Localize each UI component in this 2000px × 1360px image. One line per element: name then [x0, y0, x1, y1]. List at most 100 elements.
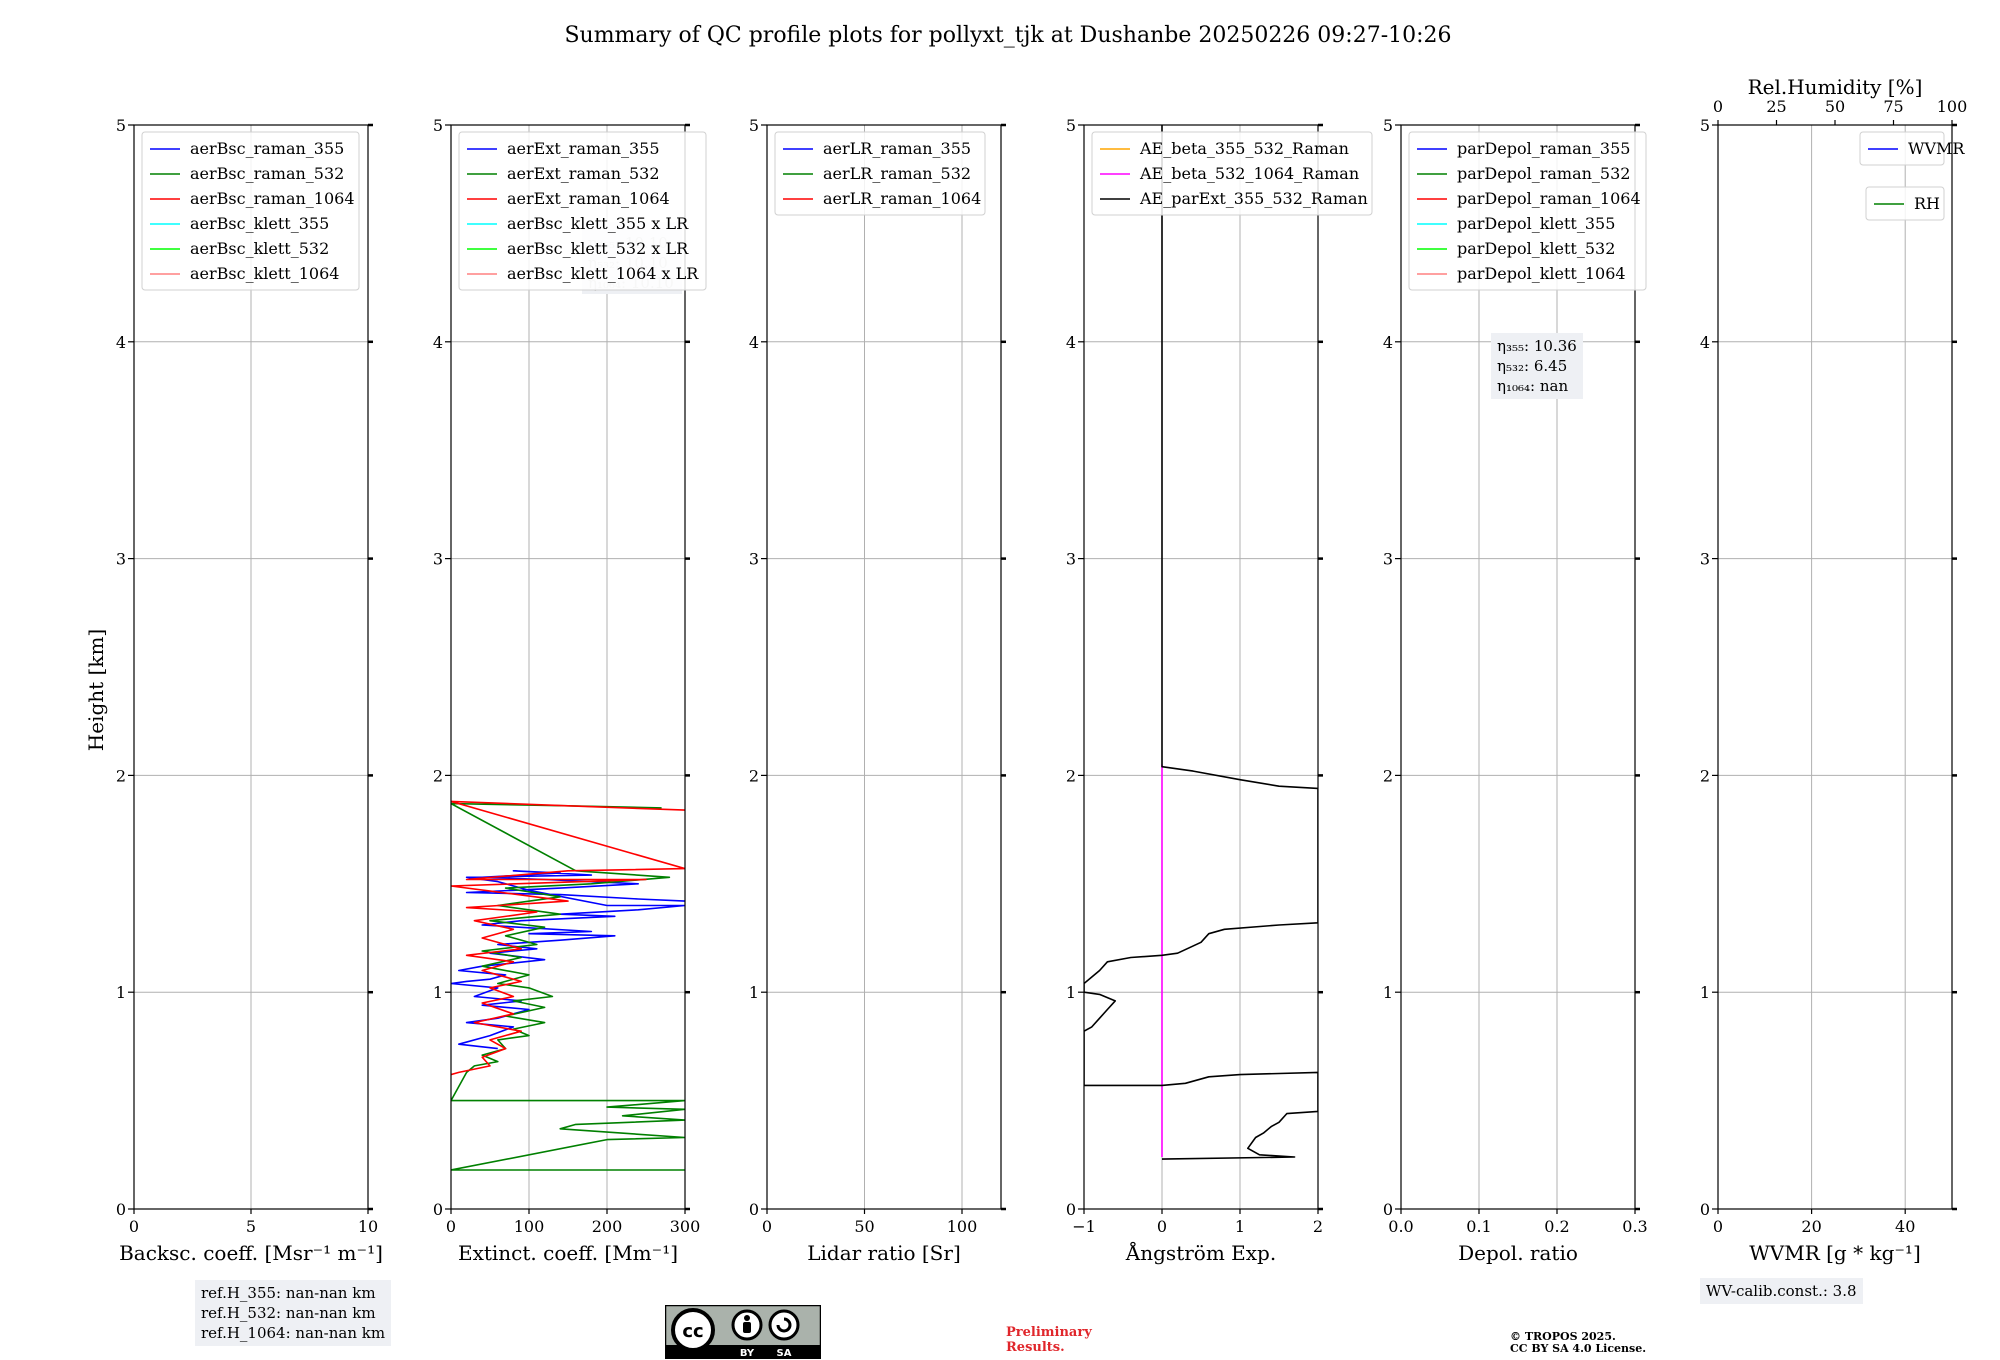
panel-bsc: 0 1 2 3 4 5 0 5 10 Backsc. coeff. [Msr⁻¹ m⁻¹] aerB…: [116, 116, 383, 1265]
axes-frame: [450, 124, 686, 1210]
y-tick-label: 0: [1383, 1200, 1393, 1219]
y-tick-label: 1: [749, 983, 759, 1002]
legend: WVMR: [1859, 131, 1965, 166]
y-tick-label: 3: [1700, 550, 1710, 569]
legend-entry: parDepol_raman_532: [1457, 164, 1630, 183]
eta-532: η₅₃₂: 6.45: [1497, 357, 1568, 375]
y-tick-label: 1: [116, 983, 126, 1002]
series-AE_parExt_355_532_Raman: [1084, 125, 1318, 1160]
axes-frame: [1400, 124, 1636, 1210]
legend-entry: AE_beta_355_532_Raman: [1139, 139, 1349, 158]
y-tick-label: 5: [116, 116, 126, 135]
legend-entry: aerLR_raman_355: [823, 139, 971, 158]
cc-logo-icon: [671, 1308, 715, 1352]
x-tick-label: 50: [854, 1217, 874, 1236]
y-tick-label: 4: [1066, 333, 1076, 352]
legend: aerExt_raman_355 aerExt_raman_532 aerExt_r…: [458, 131, 707, 291]
person-head-icon: [744, 1315, 750, 1321]
y-tick-label: 3: [1066, 550, 1076, 569]
copyright-line-1: © TROPOS 2025.: [1510, 1330, 1616, 1343]
y-tick-label: 5: [433, 116, 443, 135]
y-tick-label: 3: [1383, 550, 1393, 569]
x-tick-label: 0.1: [1466, 1217, 1491, 1236]
axes-frame: [1717, 124, 1953, 1210]
badge-by-text: BY: [740, 1348, 755, 1359]
x-tick-label: 100: [514, 1217, 545, 1236]
y-tick-label: 3: [433, 550, 443, 569]
cc-logo-text: cc: [682, 1321, 703, 1342]
y-tick-label: 2: [749, 766, 759, 785]
y-tick-label: 0: [1066, 1200, 1076, 1219]
eta-355: η₃₅₅: 10.36: [1497, 337, 1577, 355]
legend-entry: aerExt_raman_355: [507, 139, 660, 158]
y-tick-label: 2: [1066, 766, 1076, 785]
legend-entry: parDepol_klett_1064: [1457, 264, 1626, 283]
legend-entry: aerBsc_klett_1064: [190, 264, 339, 283]
y-tick-label: 2: [433, 766, 443, 785]
person-body-icon: [743, 1322, 751, 1333]
legend-entry: aerLR_raman_532: [823, 164, 971, 183]
y-tick-label: 5: [1066, 116, 1076, 135]
legend-entry: aerExt_raman_1064: [507, 189, 670, 208]
y-tick-label: 0: [116, 1200, 126, 1219]
wv-calibration-box: WV-calib.const.: 3.8: [1700, 1278, 1863, 1304]
x-tick-label: 0: [129, 1217, 139, 1236]
x-tick-label: 10: [358, 1217, 378, 1236]
legend-entry: AE_parExt_355_532_Raman: [1139, 189, 1368, 208]
cc-by-sa-badge: cc BY SA: [665, 1305, 821, 1359]
x-tick-label: 0: [762, 1217, 772, 1236]
legend-entry: AE_beta_532_1064_Raman: [1139, 164, 1359, 183]
y-tick-label: 2: [116, 766, 126, 785]
x-axis-label: WVMR [g * kg⁻¹]: [1749, 1241, 1921, 1265]
y-tick-label: 4: [433, 333, 443, 352]
x-tick-label: 0.3: [1622, 1217, 1647, 1236]
x-tick-label: 40: [1895, 1217, 1915, 1236]
top-x-axis-label: Rel.Humidity [%]: [1748, 75, 1923, 99]
copyright-line-2: CC BY SA 4.0 License.: [1510, 1342, 1647, 1355]
x-tick-label: 2: [1313, 1217, 1323, 1236]
reference-height-box: ref.H_355: nan-nan km ref.H_532: nan-nan…: [195, 1280, 392, 1346]
x-tick-label: 300: [670, 1217, 701, 1236]
y-tick-label: 5: [1700, 116, 1710, 135]
badge-sa-text: SA: [777, 1348, 792, 1359]
legend-box: [1859, 131, 1945, 166]
eta-1064: η₁₀₆₄: nan: [1497, 377, 1569, 395]
legend-entry: parDepol_klett_532: [1457, 239, 1615, 258]
series-aerExt_raman_1064: [451, 800, 685, 1076]
x-axis-label: Ångström Exp.: [1125, 1240, 1276, 1265]
y-tick-label: 0: [1700, 1200, 1710, 1219]
ref-h-355: ref.H_355: nan-nan km: [201, 1284, 376, 1302]
legend-entry: aerBsc_klett_355 x LR: [507, 214, 689, 233]
legend-entry: aerBsc_klett_532: [190, 239, 329, 258]
y-tick-label: 4: [116, 333, 126, 352]
x-axis-label: Backsc. coeff. [Msr⁻¹ m⁻¹]: [119, 1241, 383, 1265]
y-tick-label: 0: [749, 1200, 759, 1219]
legend-entry: aerLR_raman_1064: [823, 189, 981, 208]
preliminary-line-1: Preliminary: [1006, 1325, 1092, 1340]
legend: RH: [1865, 186, 1945, 221]
x-axis-label: Depol. ratio: [1458, 1241, 1578, 1265]
legend-entry: aerExt_raman_532: [507, 164, 660, 183]
legend: AE_beta_355_532_Raman AE_beta_532_1064_Ra…: [1091, 131, 1373, 216]
legend-entry: WVMR: [1908, 139, 1965, 158]
panel-depol: 0 1 2 3 4 5 0.0 0.1 0.2 0.3 Depol. ratio parDepol_r…: [1383, 116, 1648, 1265]
legend-box: [1091, 131, 1373, 216]
axes-frame: [1083, 124, 1319, 1210]
legend-entry: aerBsc_klett_355: [190, 214, 329, 233]
x-tick-label: 0.2: [1544, 1217, 1569, 1236]
preliminary-line-2: Results.: [1006, 1340, 1065, 1355]
y-tick-label: 1: [1383, 983, 1393, 1002]
y-tick-label: 2: [1700, 766, 1710, 785]
top-x-tick-label: 0: [1713, 97, 1723, 116]
series-aerExt_raman_532: [451, 802, 685, 1171]
x-tick-label: −1: [1072, 1217, 1096, 1236]
y-tick-label: 2: [1383, 766, 1393, 785]
y-axis-label: Height [km]: [84, 629, 108, 751]
legend-box: [1408, 131, 1647, 291]
legend-entry: aerBsc_klett_1064 x LR: [507, 264, 699, 283]
legend: aerBsc_raman_355 aerBsc_raman_532 aerBsc_r…: [141, 131, 360, 291]
wv-calib-const: WV-calib.const.: 3.8: [1706, 1282, 1857, 1300]
